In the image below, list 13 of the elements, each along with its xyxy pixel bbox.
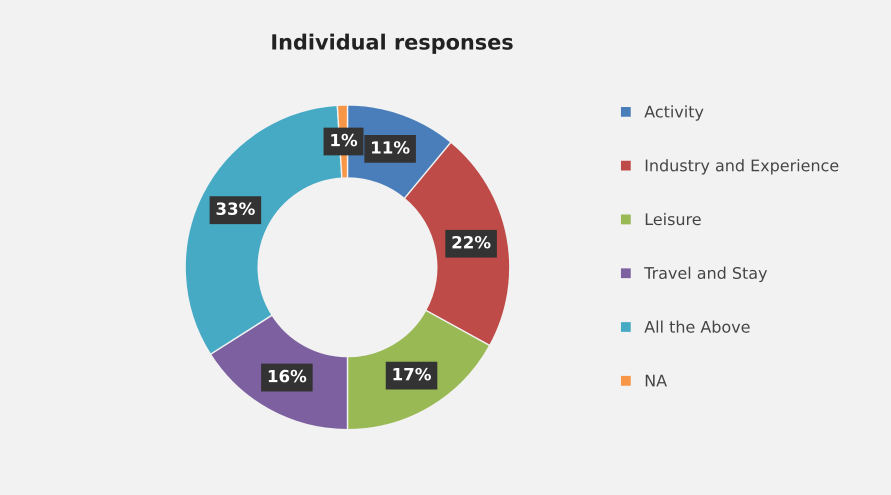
legend-label: All the Above <box>644 320 750 333</box>
legend-label: Activity <box>644 105 704 121</box>
data-label: 22% <box>452 236 491 249</box>
legend-label: Leisure <box>646 212 701 226</box>
legend-label: Travel and Stay <box>644 266 768 282</box>
legend-label: Industry and Experience <box>646 159 838 175</box>
data-label: 1% <box>331 134 358 146</box>
data-label: 11% <box>372 141 410 154</box>
data-label: 17% <box>393 368 431 380</box>
chart-title: Individual responses <box>272 34 513 54</box>
legend-label: NA <box>646 374 667 386</box>
data-label: 16% <box>268 370 306 382</box>
data-label: 33% <box>216 202 255 216</box>
